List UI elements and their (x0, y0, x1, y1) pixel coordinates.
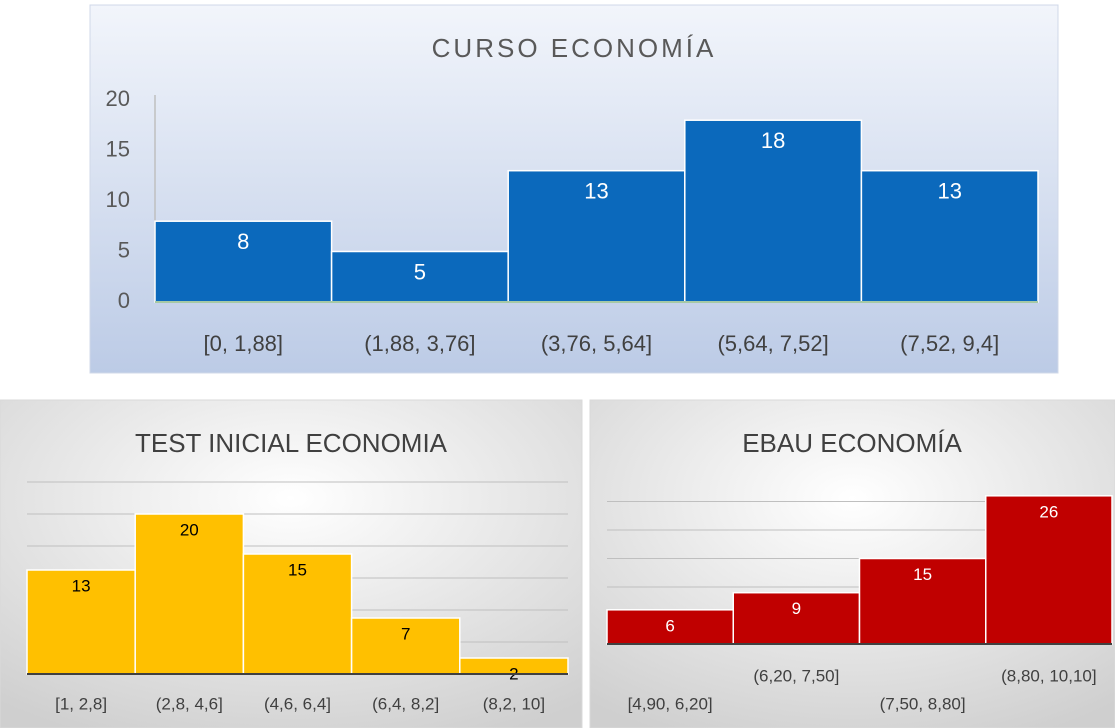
x-tick-label: (6,20, 7,50] (753, 666, 839, 685)
bar (350, 617, 461, 675)
bar (242, 553, 353, 675)
y-tick-label: 20 (106, 86, 130, 111)
bar (606, 609, 734, 645)
bar (154, 220, 333, 303)
data-label: 13 (584, 179, 608, 204)
data-label: 6 (665, 616, 674, 635)
chart-title: EBAU ECONOMÍA (742, 428, 962, 458)
bar (330, 250, 509, 303)
bar (985, 495, 1113, 645)
x-tick-label: [1, 2,8] (55, 694, 107, 713)
x-tick-label: [4,90, 6,20] (628, 694, 713, 713)
x-tick-label: [0, 1,88] (204, 331, 284, 356)
x-tick-label: (8,2, 10] (483, 694, 545, 713)
x-tick-label: (8,80, 10,10] (1001, 666, 1096, 685)
bar (732, 591, 861, 645)
data-label: 9 (792, 599, 801, 618)
data-label: 26 (1039, 502, 1058, 521)
x-tick-label: (7,50, 8,80] (880, 694, 966, 713)
data-label: 15 (913, 565, 932, 584)
data-label: 15 (288, 560, 307, 579)
x-tick-label: (4,6, 6,4] (264, 694, 331, 713)
x-tick-label: (7,52, 9,4] (900, 331, 999, 356)
y-tick-label: 15 (106, 136, 130, 161)
data-label: 8 (237, 229, 249, 254)
x-tick-label: (6,4, 8,2] (372, 694, 439, 713)
bar (507, 169, 686, 303)
y-tick-label: 10 (106, 187, 130, 212)
bar (134, 513, 245, 675)
chart-title: CURSO ECONOMÍA (432, 33, 717, 63)
data-label: 7 (401, 624, 410, 643)
bar (860, 169, 1039, 303)
bar (858, 557, 987, 645)
x-tick-label: (5,64, 7,52] (717, 331, 828, 356)
x-tick-label: (2,8, 4,6] (156, 694, 223, 713)
y-tick-label: 0 (118, 288, 130, 313)
x-tick-label: (1,88, 3,76] (364, 331, 475, 356)
data-label: 13 (937, 179, 961, 204)
chart-title: TEST INICIAL ECONOMIA (135, 428, 448, 458)
data-label: 5 (414, 259, 426, 284)
x-tick-label: (3,76, 5,64] (541, 331, 652, 356)
data-label: 20 (180, 520, 199, 539)
data-label: 18 (761, 128, 785, 153)
y-tick-label: 5 (118, 237, 130, 262)
bar (684, 119, 863, 303)
data-label: 13 (72, 576, 91, 595)
